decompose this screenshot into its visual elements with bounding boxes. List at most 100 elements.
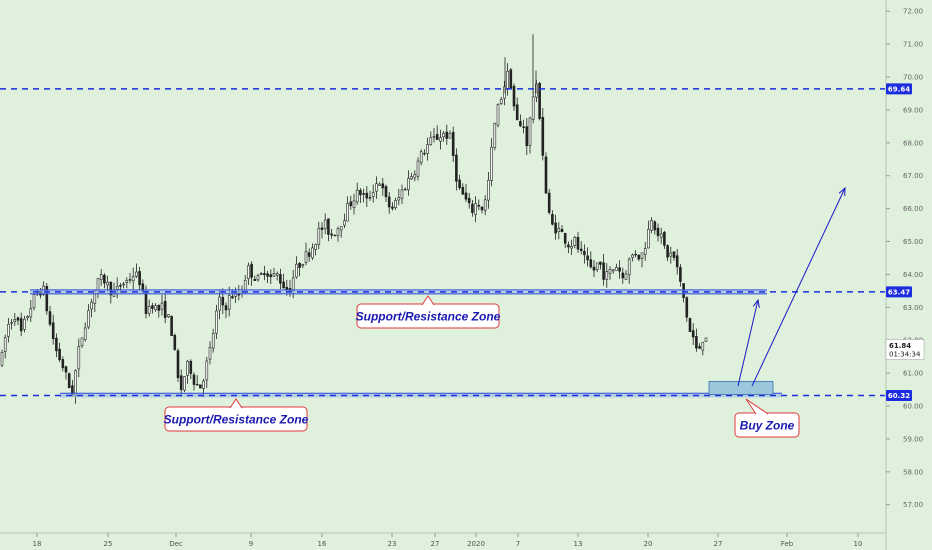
short-target-arrow bbox=[737, 299, 759, 387]
candle-body bbox=[173, 334, 177, 350]
candle-body bbox=[29, 308, 33, 318]
candle-body bbox=[125, 280, 129, 283]
candle-body bbox=[666, 245, 669, 258]
candle-body bbox=[163, 300, 167, 318]
candle-body bbox=[263, 273, 266, 276]
candle-body bbox=[352, 200, 356, 208]
candle-body bbox=[199, 384, 202, 389]
candle-body bbox=[192, 374, 196, 385]
candle-body bbox=[307, 252, 311, 257]
candle-body bbox=[496, 104, 500, 126]
candle-body bbox=[253, 278, 257, 281]
candle-body bbox=[32, 294, 36, 309]
candle-body bbox=[359, 190, 362, 196]
candle-body bbox=[413, 174, 417, 179]
time-tick-label: Dec bbox=[169, 540, 183, 548]
time-tick-label: 18 bbox=[33, 540, 42, 548]
candle-body bbox=[592, 266, 596, 271]
candle-body bbox=[384, 186, 388, 198]
time-tick-label: 13 bbox=[574, 540, 583, 548]
candle-body bbox=[23, 318, 26, 330]
price-tick-label: 67.00 bbox=[903, 172, 923, 180]
candle-body bbox=[349, 201, 353, 207]
candle-body bbox=[599, 261, 602, 265]
callout-lower-zone: Support/Resistance Zone bbox=[164, 398, 309, 432]
candle-body bbox=[544, 156, 548, 194]
candle-body bbox=[327, 218, 330, 235]
candle-body bbox=[51, 322, 55, 340]
candle-body bbox=[643, 248, 647, 255]
price-tick-label: 72.00 bbox=[903, 8, 923, 16]
candle-body bbox=[579, 248, 583, 251]
candle-body bbox=[640, 252, 644, 259]
candle-body bbox=[483, 199, 487, 211]
candle-body bbox=[128, 279, 132, 281]
candle-body bbox=[80, 337, 84, 346]
candle-body bbox=[650, 220, 653, 231]
candle-body bbox=[3, 337, 7, 352]
candle-body bbox=[282, 281, 285, 289]
candle-body bbox=[512, 85, 516, 107]
price-tick-label: 60.00 bbox=[903, 403, 923, 411]
candle-body bbox=[576, 236, 580, 250]
candle-body bbox=[391, 206, 394, 209]
level-price-label: 69.64 bbox=[888, 85, 910, 93]
candle-body bbox=[525, 126, 529, 147]
candle-body bbox=[531, 96, 535, 120]
candle-body bbox=[423, 152, 426, 155]
price-tick-label: 59.00 bbox=[903, 435, 923, 443]
candle-body bbox=[147, 306, 151, 314]
candle-body bbox=[0, 352, 4, 366]
candle-body bbox=[461, 186, 465, 195]
candle-body bbox=[189, 360, 193, 374]
candle-body bbox=[74, 370, 77, 396]
candle-body bbox=[247, 265, 250, 280]
candle-body bbox=[538, 83, 541, 119]
candle-body bbox=[563, 233, 567, 244]
candle-body bbox=[103, 274, 106, 284]
candle-body bbox=[419, 151, 423, 163]
candle-body bbox=[231, 296, 234, 299]
candle-body bbox=[48, 311, 52, 325]
long-target-arrow-head bbox=[838, 186, 846, 197]
candle-body bbox=[698, 346, 701, 349]
callout-upper-zone-label: Support/Resistance Zone bbox=[356, 310, 501, 324]
candle-body bbox=[672, 251, 676, 258]
callout-buy-zone-label: Buy Zone bbox=[740, 419, 795, 433]
candle-body bbox=[416, 160, 420, 177]
candle-body bbox=[455, 154, 458, 182]
candle-body bbox=[170, 315, 173, 336]
price-tick-label: 68.00 bbox=[903, 139, 923, 147]
candle-body bbox=[122, 283, 125, 286]
candle-body bbox=[256, 275, 260, 281]
candle-body bbox=[602, 262, 605, 280]
candle-body bbox=[659, 233, 663, 238]
price-axis[interactable]: 57.0058.0059.0060.0061.0062.0063.0064.00… bbox=[885, 0, 932, 550]
price-tick-label: 57.00 bbox=[903, 501, 923, 509]
candle-body bbox=[365, 192, 369, 199]
candle-body bbox=[595, 262, 599, 270]
candle-body bbox=[631, 254, 634, 258]
levels-layer bbox=[0, 88, 885, 398]
candle-body bbox=[448, 132, 452, 139]
candle-body bbox=[615, 267, 618, 271]
candle-body bbox=[554, 222, 557, 234]
candle-body bbox=[528, 117, 532, 146]
candle-body bbox=[87, 310, 90, 328]
candle-body bbox=[378, 183, 381, 186]
time-tick-label: 16 bbox=[318, 540, 327, 548]
candle-body bbox=[272, 273, 276, 277]
candle-body bbox=[371, 192, 375, 197]
candle-body bbox=[330, 233, 333, 236]
candle-body bbox=[535, 83, 538, 98]
candle-body bbox=[304, 251, 308, 263]
candle-body bbox=[224, 305, 228, 311]
candle-body bbox=[400, 189, 404, 199]
candle-body bbox=[160, 302, 164, 310]
time-axis[interactable]: 18 25 Dec 9 16 23 27 2020 7 13 20 27 Feb 10 bbox=[0, 532, 886, 548]
candle-body bbox=[522, 126, 525, 128]
candle-body bbox=[679, 267, 682, 282]
candle-body bbox=[570, 246, 573, 249]
candle-body bbox=[426, 144, 429, 154]
